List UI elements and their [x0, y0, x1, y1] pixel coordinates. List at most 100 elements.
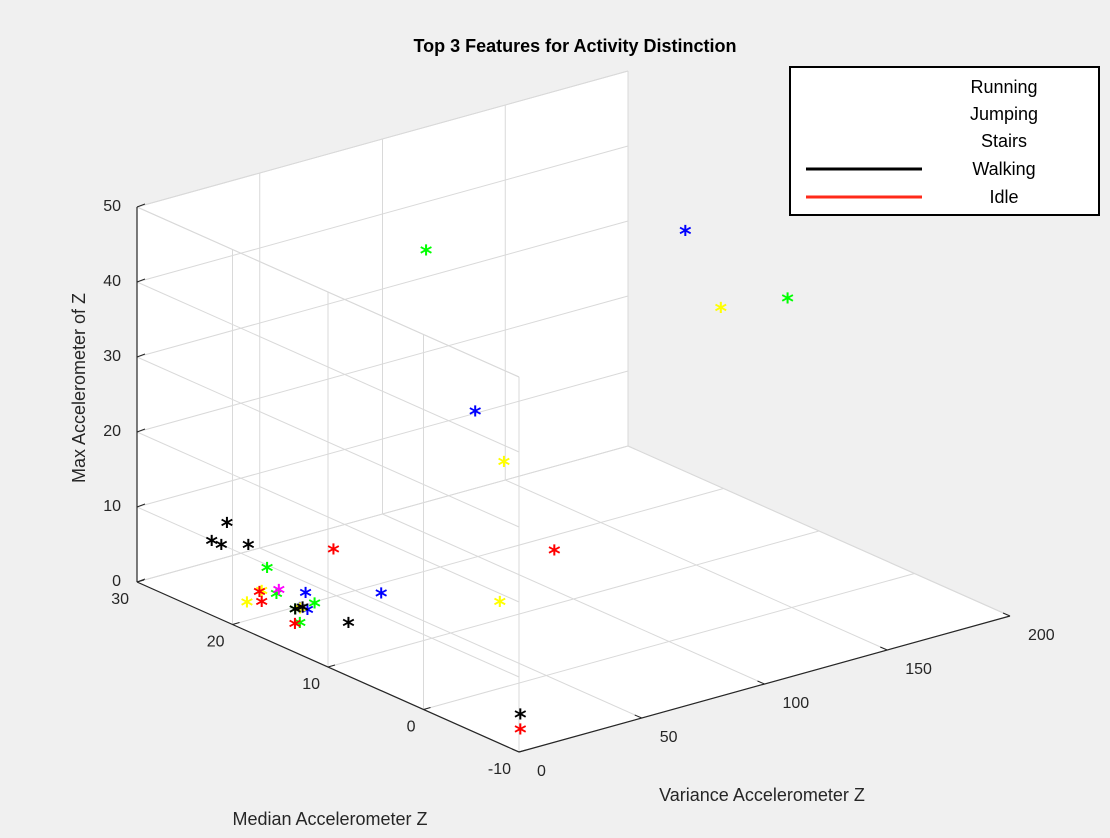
z-axis-label: Max Accelerometer of Z: [69, 293, 89, 483]
data-point: *: [214, 535, 228, 563]
data-point: *: [547, 540, 561, 568]
legend-label-running: Running: [970, 77, 1037, 97]
legend-entry-running: Running: [970, 77, 1037, 97]
data-point: *: [341, 613, 355, 641]
data-point: *: [240, 592, 254, 620]
data-point: *: [288, 599, 302, 627]
grid-line: [136, 370, 629, 508]
grid-line: [136, 431, 520, 603]
legend-entry-jumping: Jumping: [970, 104, 1038, 124]
data-point: *: [780, 288, 794, 316]
data-point: *: [220, 512, 234, 540]
data-point: *: [241, 535, 255, 563]
x-tick-label: 150: [905, 661, 932, 678]
grid-line: [136, 70, 629, 208]
y-tick-label: 0: [407, 719, 416, 736]
y-tick-mark: [327, 664, 336, 668]
grid-line: [327, 530, 820, 668]
x-tick-label: 200: [1028, 627, 1055, 644]
legend-box: [789, 66, 1100, 216]
data-point: *: [513, 704, 527, 732]
z-tick-mark: [136, 353, 146, 358]
y-tick-mark: [232, 622, 240, 625]
grid-line: [423, 573, 915, 710]
data-point: *: [252, 582, 266, 610]
grid-layer: [136, 70, 1011, 753]
data-point: *: [493, 591, 507, 619]
data-point: *: [288, 599, 302, 627]
z-tick-label: 0: [112, 573, 121, 590]
points-layer: ****************** *** *************: [205, 221, 795, 748]
grid-line: [136, 281, 520, 453]
z-tick-label: 50: [103, 198, 121, 215]
grid-line: [136, 445, 629, 583]
grid-line: [136, 356, 520, 528]
z-tick-mark: [136, 503, 146, 508]
y-tick-mark: [423, 707, 431, 710]
data-point: *: [293, 598, 307, 626]
legend-label-walking: Walking: [972, 159, 1035, 179]
grid-line: [136, 206, 520, 378]
z-tick-label: 10: [103, 498, 121, 515]
x-tick-label: 0: [537, 763, 546, 780]
data-point: *: [513, 719, 527, 747]
y-tick-label: -10: [488, 761, 511, 778]
grid-line: [136, 220, 629, 358]
data-point: *: [307, 593, 321, 621]
grid-line: [136, 145, 629, 283]
legend-label-stairs: Stairs: [981, 131, 1027, 151]
y-tick-label: 20: [207, 634, 225, 651]
z-tick-mark: [136, 428, 146, 433]
x-tick-mark: [1002, 612, 1011, 617]
x-tick-label: 100: [783, 695, 810, 712]
data-point: *: [288, 614, 302, 642]
data-point: *: [497, 451, 511, 479]
data-point: *: [254, 592, 268, 620]
data-point: *: [269, 584, 283, 612]
data-point: *: [293, 597, 307, 625]
data-point: *: [300, 600, 314, 628]
x-axis-label: Variance Accelerometer Z: [659, 785, 865, 805]
legend-entry-idle: Idle: [806, 187, 1019, 207]
legend: Running Jumping Stairs Walking Idle: [789, 66, 1100, 216]
legend-entry-walking: Walking: [806, 159, 1036, 179]
grid-line: [136, 295, 629, 433]
data-point: *: [714, 298, 728, 326]
x-tick-mark: [880, 646, 888, 651]
z-tick-label: 20: [103, 423, 121, 440]
grid-line: [232, 488, 724, 625]
legend-entry-stairs: Stairs: [981, 131, 1027, 151]
data-point: *: [374, 583, 388, 611]
z-tick-label: 40: [103, 273, 121, 290]
legend-label-jumping: Jumping: [970, 104, 1038, 124]
z-tick-mark: [136, 578, 146, 583]
data-point: *: [298, 583, 312, 611]
data-point: *: [468, 401, 482, 429]
z-tick-mark: [136, 203, 146, 208]
data-point: *: [293, 612, 307, 640]
legend-label-idle: Idle: [989, 187, 1018, 207]
data-point: *: [678, 221, 692, 249]
z-tick-mark: [136, 278, 146, 283]
x-tick-mark: [757, 680, 765, 685]
data-point: *: [419, 240, 433, 268]
data-point: *: [295, 597, 309, 625]
data-point: *: [254, 580, 268, 608]
grid-line: [627, 445, 1011, 617]
chart-title: Top 3 Features for Activity Distinction: [413, 36, 736, 56]
data-point: *: [205, 530, 219, 558]
z-tick-label: 30: [103, 348, 121, 365]
data-point: *: [260, 558, 274, 586]
y-axis-label: Median Accelerometer Z: [232, 809, 427, 829]
x-tick-mark: [511, 748, 520, 753]
axes-layer: [136, 203, 1011, 753]
y-tick-label: 30: [111, 591, 129, 608]
x-tick-label: 50: [660, 729, 678, 746]
y-tick-mark: [518, 749, 527, 753]
y-tick-label: 10: [302, 676, 320, 693]
grid-line: [136, 506, 520, 678]
x-tick-mark: [634, 714, 642, 719]
data-point: *: [272, 579, 286, 607]
